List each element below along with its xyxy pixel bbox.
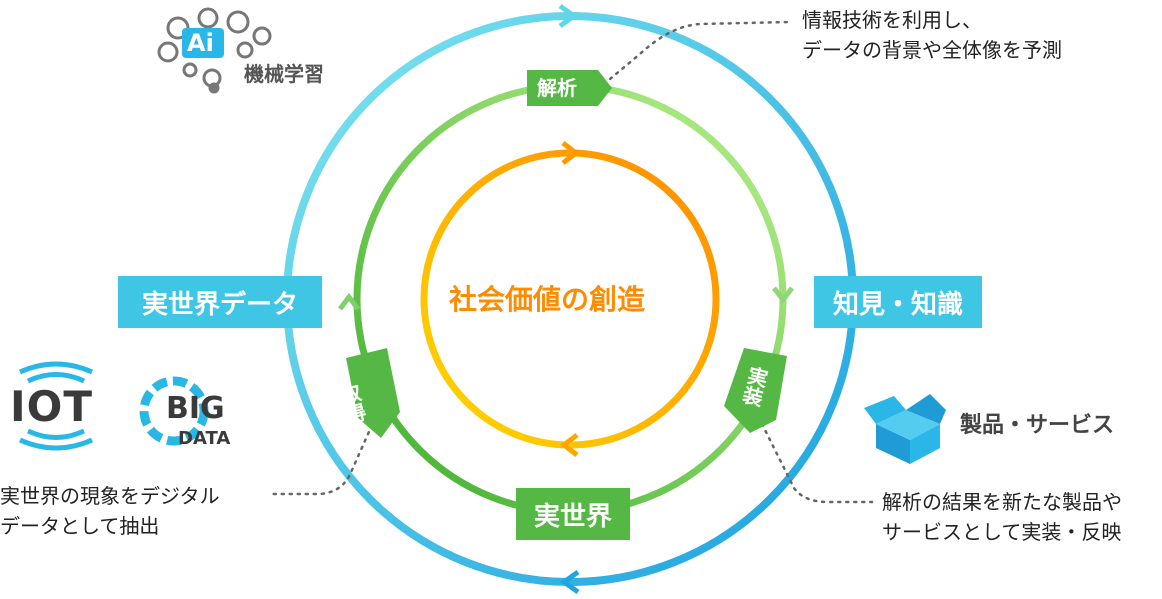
leader-left xyxy=(270,423,374,496)
product-label: 製品・サービス xyxy=(960,413,1115,438)
tag-right-shape xyxy=(724,348,787,433)
product-box-icon xyxy=(864,394,946,464)
real-world-data-label: 実世界データ xyxy=(141,289,298,320)
real-world-label: 実世界 xyxy=(533,501,612,532)
middle-arrow-left-icon xyxy=(338,292,360,311)
annotation-top-line2: データの背景や全体像を予測 xyxy=(802,38,1062,62)
annotation-left-line1: 実世界の現象をデジタル xyxy=(0,484,220,508)
iot-icon xyxy=(18,361,94,451)
bigdata-data-text: DATA xyxy=(178,428,231,449)
ai-badge-bg xyxy=(182,28,224,58)
real-world-data-box: 実世界データ xyxy=(118,276,322,328)
annotation-right-line1: 解析の結果を新たな製品や xyxy=(882,490,1122,514)
inner-arrow-bottom-icon xyxy=(559,433,579,457)
middle-arrow-right-icon xyxy=(772,286,794,305)
annotation-left-line2: データとして抽出 xyxy=(0,514,160,538)
center-label: 社会価値の創造 xyxy=(449,283,646,316)
bigdata-gear-icon xyxy=(139,376,209,446)
knowledge-label: 知見・知識 xyxy=(832,289,963,320)
annotation-top-line1: 情報技術を利用し、 xyxy=(802,8,982,32)
inner-ring xyxy=(420,149,720,449)
knowledge-box: 知見・知識 xyxy=(814,276,982,328)
leader-right xyxy=(760,422,874,504)
outer-arrow-bottom-icon xyxy=(559,569,580,595)
bigdata-big-text: BIG xyxy=(166,391,225,426)
leader-top xyxy=(602,20,792,86)
real-world-box: 実世界 xyxy=(516,488,630,540)
outer-arrow-top-icon xyxy=(558,3,579,29)
iot-text: IOT xyxy=(10,382,93,431)
tag-left-shape xyxy=(346,348,400,438)
inner-arrow-top-icon xyxy=(561,141,581,165)
tag-analysis-label: 解析 xyxy=(537,76,577,100)
annotation-right-line2: サービスとして実装・反映 xyxy=(882,520,1122,544)
tag-top-shape xyxy=(527,70,612,106)
ai-label: 機械学習 xyxy=(244,62,324,86)
ai-badge-text: Ai xyxy=(187,29,214,57)
